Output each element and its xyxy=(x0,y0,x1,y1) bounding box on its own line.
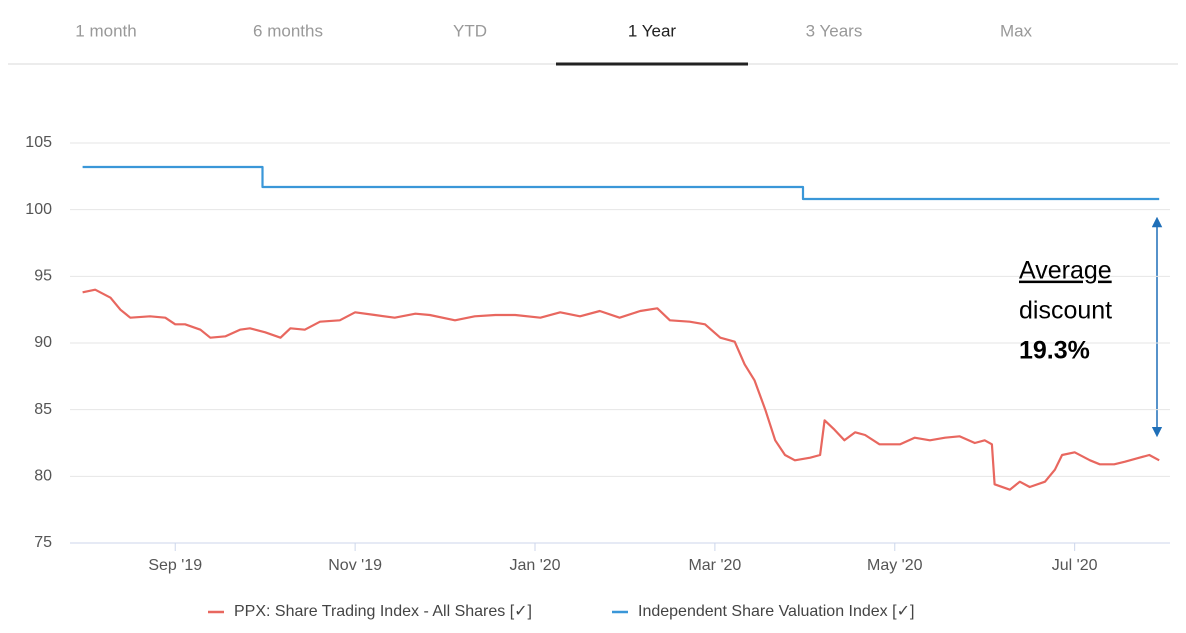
tab[interactable]: Max xyxy=(1000,21,1033,40)
x-tick-label: May '20 xyxy=(867,557,923,574)
y-tick-label: 105 xyxy=(25,134,52,151)
x-tick-label: Sep '19 xyxy=(148,557,202,574)
y-tick-label: 95 xyxy=(34,268,52,285)
y-tick-label: 85 xyxy=(34,401,52,418)
y-tick-label: 75 xyxy=(34,534,52,551)
x-tick-label: Jul '20 xyxy=(1052,557,1098,574)
series-line xyxy=(82,165,1160,201)
tab[interactable]: 3 Years xyxy=(806,21,863,40)
x-tick-label: Nov '19 xyxy=(328,557,382,574)
tab[interactable]: 6 months xyxy=(253,21,323,40)
y-tick-label: 90 xyxy=(34,334,52,351)
x-tick-label: Mar '20 xyxy=(688,557,741,574)
legend-label[interactable]: Independent Share Valuation Index [✓] xyxy=(638,603,914,620)
legend-label[interactable]: PPX: Share Trading Index - All Shares [✓… xyxy=(234,603,532,620)
y-tick-label: 100 xyxy=(25,201,52,218)
tab[interactable]: 1 month xyxy=(75,21,136,40)
y-tick-label: 80 xyxy=(34,468,52,485)
tab[interactable]: YTD xyxy=(453,21,487,40)
tab[interactable]: 1 Year xyxy=(628,21,677,40)
series-line xyxy=(82,288,1160,491)
annotation: discount xyxy=(1019,297,1112,325)
x-tick-label: Jan '20 xyxy=(509,557,560,574)
annotation: Average xyxy=(1019,257,1112,285)
annotation: 19.3% xyxy=(1019,337,1090,365)
